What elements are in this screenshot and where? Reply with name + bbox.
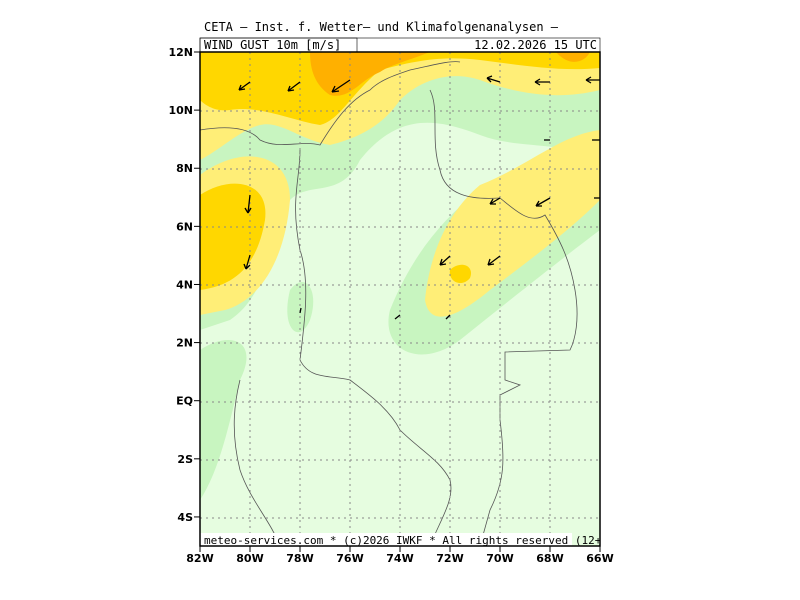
footer-box (200, 533, 572, 546)
lon-label: 66W (586, 552, 613, 565)
wind-arrows (238, 75, 600, 320)
lon-label: 78W (286, 552, 313, 565)
graticule (200, 52, 600, 546)
lon-label: 74W (386, 552, 413, 565)
lon-label: 80W (236, 552, 263, 565)
lon-label: 72W (436, 552, 463, 565)
lon-label: 82W (186, 552, 213, 565)
lon-label: 68W (536, 552, 563, 565)
lat-label: 4S (177, 511, 193, 524)
lat-label: 6N (176, 220, 193, 233)
valid-time: 12.02.2026 15 UTC (474, 38, 597, 52)
lat-label: 8N (176, 162, 193, 175)
lon-label: 76W (336, 552, 363, 565)
map-field: meteo-services.com * (c)2026 IWKF * All … (200, 52, 628, 547)
lon-label: 70W (486, 552, 513, 565)
lat-label: EQ (176, 395, 193, 408)
lat-label: 2S (177, 453, 193, 466)
lat-label: 2N (176, 337, 193, 350)
lat-label: 12N (168, 46, 193, 59)
header-title: CETA — Inst. f. Wetter— und Klimafolgena… (204, 20, 559, 34)
lat-label: 4N (176, 278, 193, 291)
variable: WIND_GUST_10m [m/s] (204, 38, 341, 52)
lat-label: 10N (168, 104, 193, 117)
footer: meteo-services.com * (c)2026 IWKF * All … (204, 534, 628, 547)
